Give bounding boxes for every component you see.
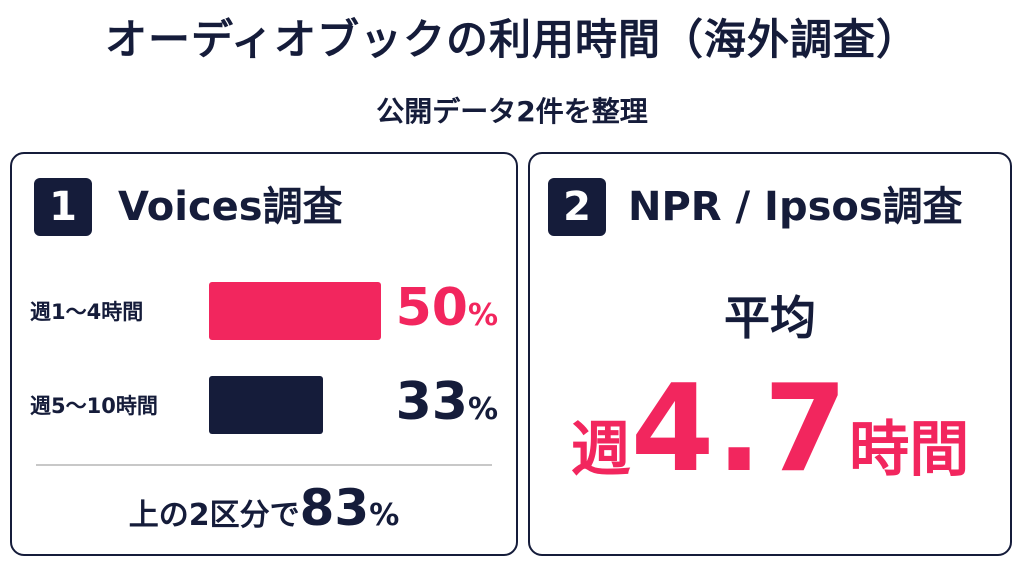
- average-number: 4.7: [630, 360, 850, 499]
- survey2-number-badge: 2: [548, 178, 606, 236]
- average-prefix: 週: [570, 415, 631, 485]
- row2-percent-value: 33: [395, 372, 468, 432]
- summary-unit: %: [369, 498, 400, 533]
- summary-line: 上の2区分で83%: [12, 478, 516, 550]
- row2-percent: 33%: [396, 376, 498, 428]
- row1-percent: 50%: [396, 282, 498, 334]
- survey1-panel: 1 Voices調査 週1〜4時間 50% 週5〜10時間 33% 上の2区分で…: [10, 152, 518, 556]
- survey1-title: Voices調査: [118, 184, 343, 230]
- row2-label: 週5〜10時間: [30, 394, 158, 418]
- average-suffix: 時間: [849, 415, 970, 485]
- average-value: 週4.7時間: [530, 360, 1010, 535]
- row1-percent-unit: %: [467, 298, 498, 333]
- survey2-title: NPR / Ipsos調査: [628, 184, 963, 230]
- row2-percent-unit: %: [467, 392, 498, 427]
- row1-label: 週1〜4時間: [30, 300, 144, 324]
- survey1-number-badge: 1: [34, 178, 92, 236]
- average-label: 平均: [724, 291, 816, 345]
- divider: [36, 464, 492, 466]
- survey2-panel: 2 NPR / Ipsos調査 平均 週4.7時間: [528, 152, 1012, 556]
- row1-bar: [209, 282, 381, 340]
- row2-bar: [209, 376, 323, 434]
- page-title: オーディオブックの利用時間（海外調査）: [104, 15, 920, 64]
- summary-value: 83: [299, 479, 370, 537]
- summary-text: 上の2区分で: [128, 498, 300, 533]
- row1-percent-value: 50: [395, 278, 468, 338]
- page-subtitle: 公開データ2件を整理: [376, 95, 648, 128]
